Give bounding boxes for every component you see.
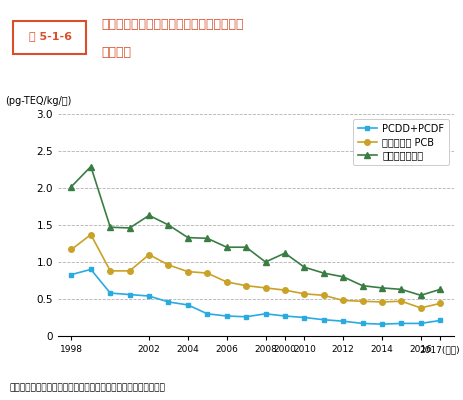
ダイオキシン類 bbox=[399, 287, 404, 292]
ダイオキシン類 bbox=[360, 283, 365, 288]
コプラナー PCB bbox=[263, 286, 268, 290]
ダイオキシン類 bbox=[244, 245, 249, 250]
コプラナー PCB bbox=[166, 262, 171, 267]
コプラナー PCB bbox=[205, 271, 210, 276]
コプラナー PCB bbox=[146, 252, 152, 257]
コプラナー PCB bbox=[185, 269, 191, 274]
コプラナー PCB bbox=[69, 247, 74, 252]
PCDD+PCDF bbox=[88, 267, 94, 272]
PCDD+PCDF bbox=[321, 317, 326, 322]
コプラナー PCB bbox=[360, 299, 365, 304]
ダイオキシン類 bbox=[340, 274, 346, 279]
Text: 食品からのダイオキシン類の一日摂取量の: 食品からのダイオキシン類の一日摂取量の bbox=[102, 18, 244, 31]
PCDD+PCDF bbox=[69, 272, 74, 277]
ダイオキシン類 bbox=[418, 293, 424, 298]
PCDD+PCDF bbox=[244, 314, 249, 319]
PCDD+PCDF bbox=[399, 321, 404, 326]
コプラナー PCB bbox=[438, 301, 443, 306]
PCDD+PCDF bbox=[107, 291, 113, 296]
ダイオキシン類 bbox=[185, 235, 191, 240]
Line: ダイオキシン類: ダイオキシン類 bbox=[68, 163, 444, 299]
Legend: PCDD+PCDF, コプラナー PCB, ダイオキシン類: PCDD+PCDF, コプラナー PCB, ダイオキシン類 bbox=[353, 119, 449, 165]
ダイオキシン類 bbox=[107, 225, 113, 230]
コプラナー PCB bbox=[379, 300, 385, 304]
PCDD+PCDF bbox=[379, 322, 385, 326]
PCDD+PCDF bbox=[418, 321, 424, 326]
コプラナー PCB bbox=[88, 232, 94, 237]
ダイオキシン類 bbox=[88, 164, 94, 169]
PCDD+PCDF bbox=[224, 314, 230, 318]
コプラナー PCB bbox=[224, 280, 230, 284]
ダイオキシン類 bbox=[224, 245, 230, 250]
ダイオキシン類 bbox=[127, 226, 132, 230]
ダイオキシン類 bbox=[263, 260, 268, 264]
Line: PCDD+PCDF: PCDD+PCDF bbox=[69, 267, 443, 326]
PCDD+PCDF bbox=[205, 311, 210, 316]
コプラナー PCB bbox=[321, 293, 326, 298]
Text: 資料：厚生労働省「食品からのダイオキシン類一日摂取量調査」: 資料：厚生労働省「食品からのダイオキシン類一日摂取量調査」 bbox=[9, 383, 165, 392]
ダイオキシン類 bbox=[69, 184, 74, 189]
コプラナー PCB bbox=[340, 298, 346, 303]
ダイオキシン類 bbox=[379, 286, 385, 290]
Text: 図 5-1-6: 図 5-1-6 bbox=[30, 31, 72, 41]
コプラナー PCB bbox=[418, 306, 424, 310]
Line: コプラナー PCB: コプラナー PCB bbox=[69, 232, 443, 311]
PCDD+PCDF bbox=[282, 314, 288, 318]
ダイオキシン類 bbox=[205, 236, 210, 241]
ダイオキシン類 bbox=[146, 213, 152, 218]
Text: (pg-TEQ/kg/日): (pg-TEQ/kg/日) bbox=[5, 96, 71, 106]
ダイオキシン類 bbox=[166, 222, 171, 227]
Text: 経年変化: 経年変化 bbox=[102, 46, 132, 59]
コプラナー PCB bbox=[282, 288, 288, 292]
PCDD+PCDF bbox=[263, 311, 268, 316]
PCDD+PCDF bbox=[146, 294, 152, 298]
コプラナー PCB bbox=[127, 268, 132, 273]
ダイオキシン類 bbox=[321, 271, 326, 276]
PCDD+PCDF bbox=[360, 321, 365, 326]
PCDD+PCDF bbox=[166, 300, 171, 304]
PCDD+PCDF bbox=[185, 302, 191, 307]
ダイオキシン類 bbox=[438, 287, 443, 292]
コプラナー PCB bbox=[301, 292, 307, 296]
PCDD+PCDF bbox=[438, 318, 443, 323]
PCDD+PCDF bbox=[301, 315, 307, 320]
PCDD+PCDF bbox=[340, 319, 346, 324]
コプラナー PCB bbox=[107, 268, 113, 273]
ダイオキシン類 bbox=[282, 251, 288, 256]
コプラナー PCB bbox=[244, 283, 249, 288]
FancyBboxPatch shape bbox=[13, 21, 86, 54]
PCDD+PCDF bbox=[127, 292, 132, 297]
ダイオキシン類 bbox=[301, 265, 307, 270]
コプラナー PCB bbox=[399, 299, 404, 304]
